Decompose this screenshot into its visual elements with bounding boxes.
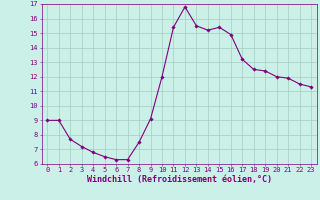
X-axis label: Windchill (Refroidissement éolien,°C): Windchill (Refroidissement éolien,°C) (87, 175, 272, 184)
